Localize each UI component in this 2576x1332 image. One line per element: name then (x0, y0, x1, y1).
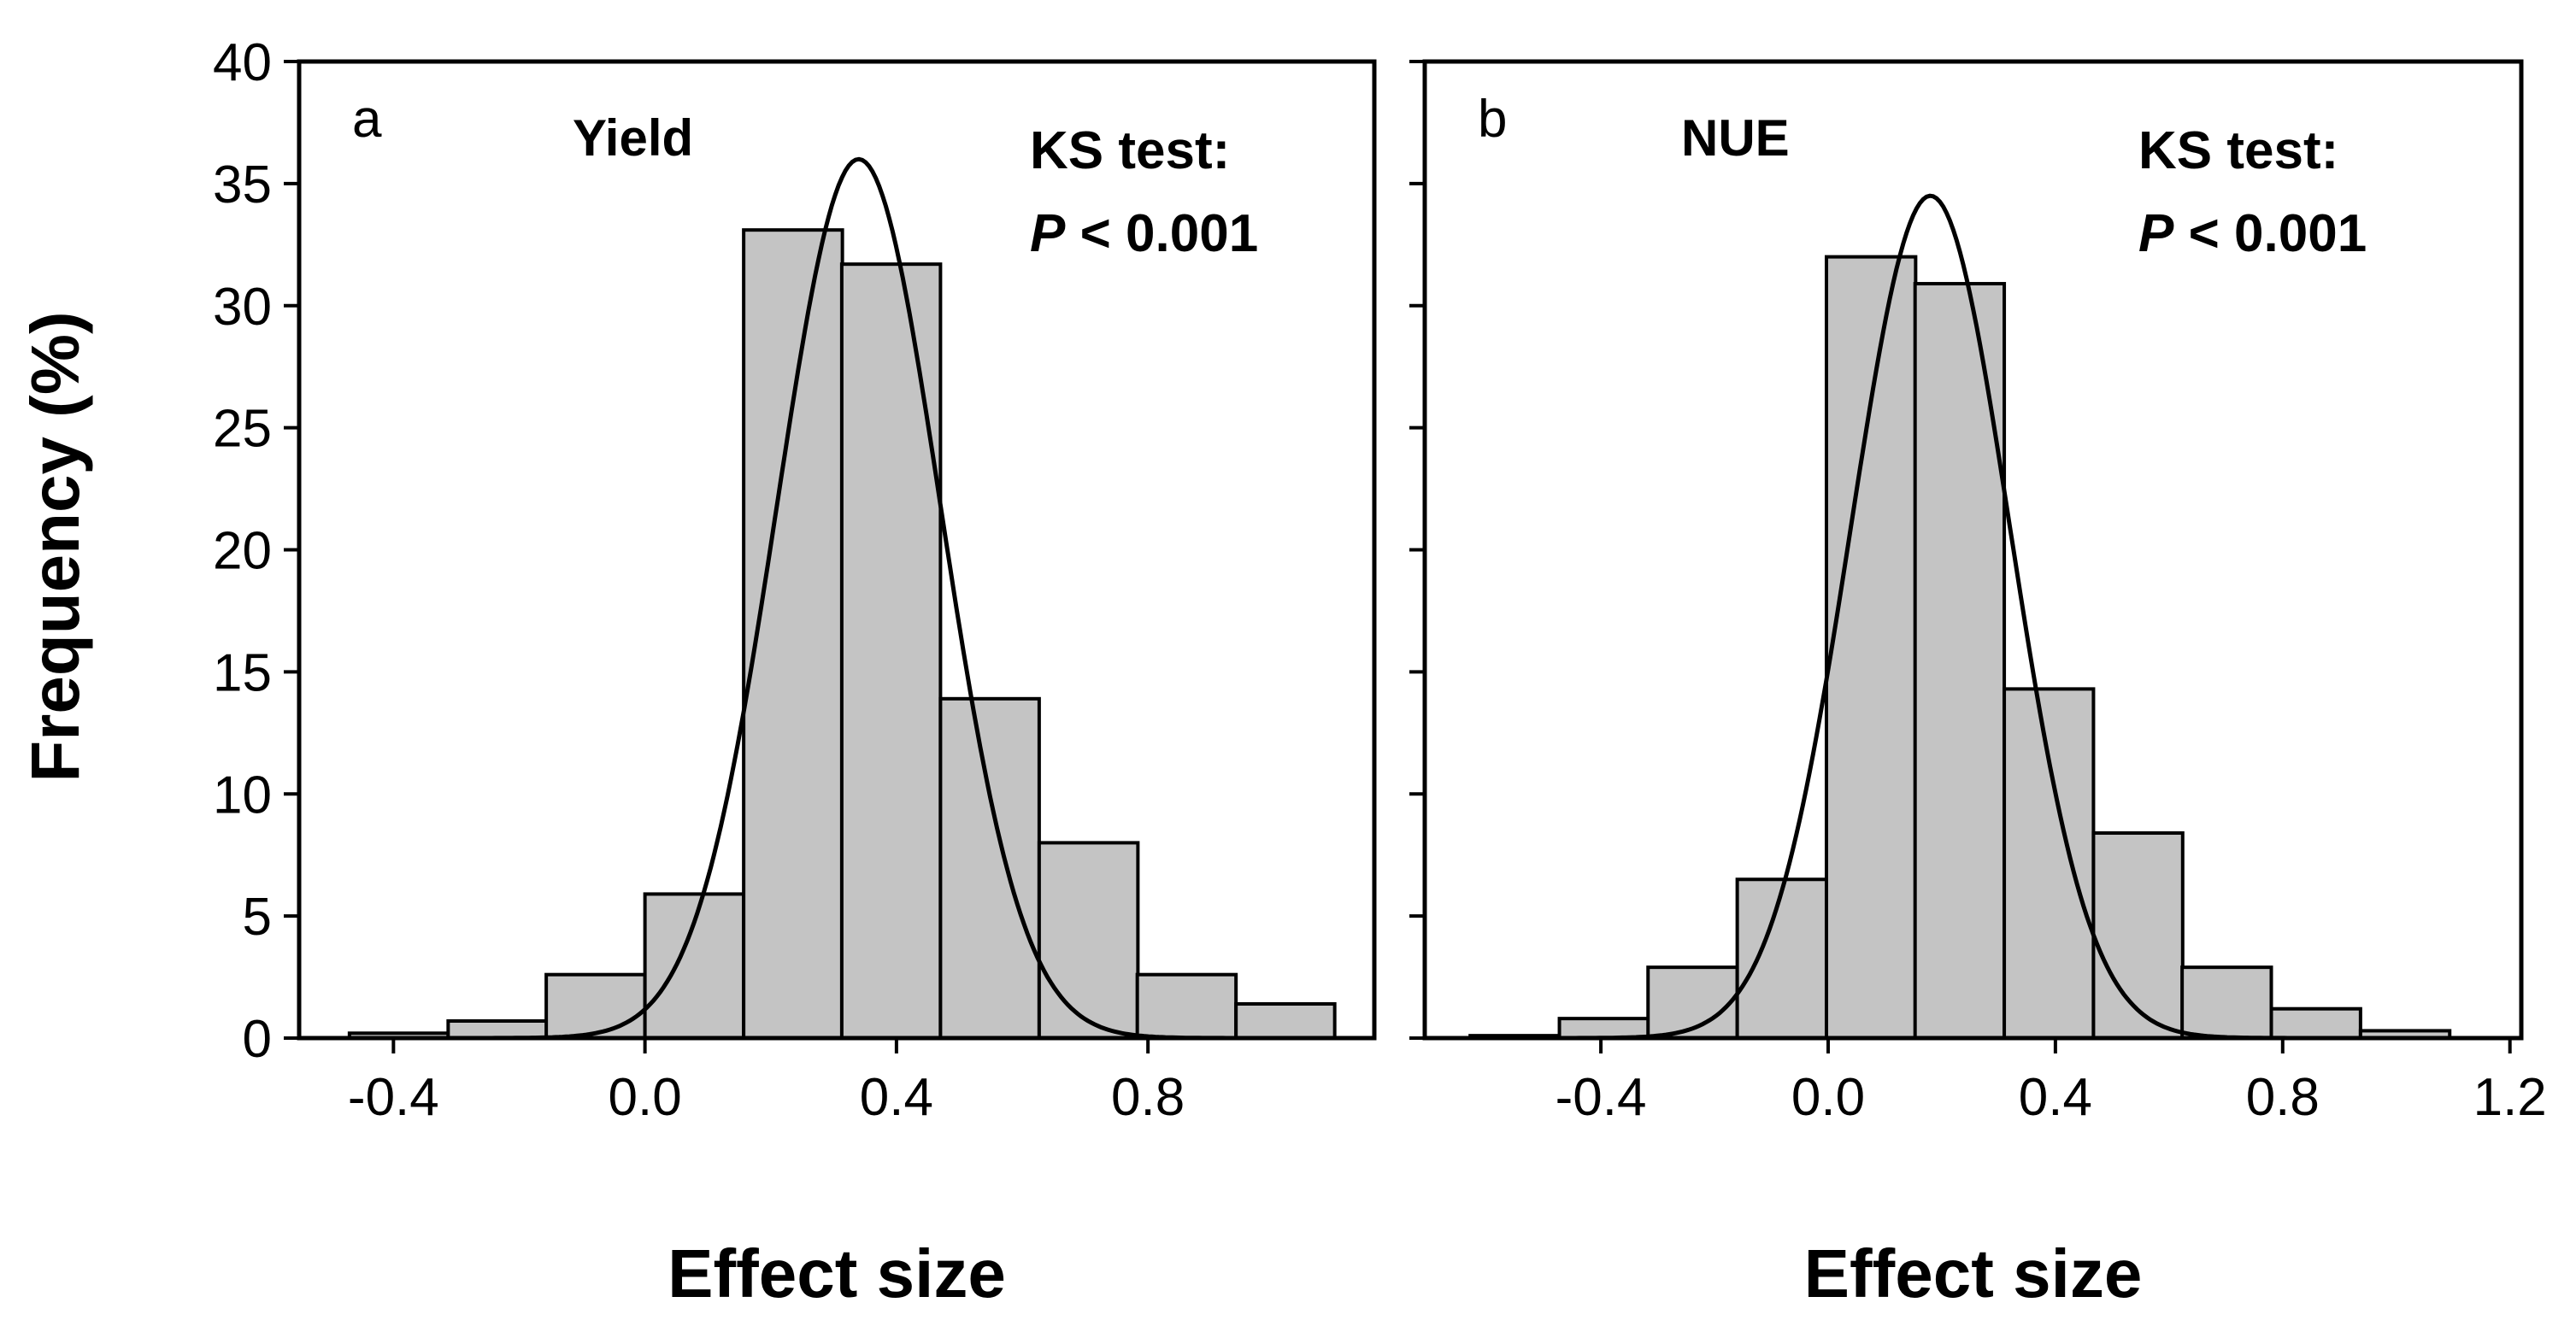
x-ticks-nue: -0.4 0.0 0.4 0.8 1.2 (1556, 1038, 2547, 1127)
bar-yield-5 (839, 262, 943, 1040)
panel-title-yield: Yield (573, 109, 693, 167)
panel-nue: -0.4 0.0 0.4 0.8 1.2 b NUE KS test: P < 0.00… (1409, 59, 2547, 1311)
y-ticks-yield: 0 5 10 15 20 25 30 35 40 (213, 33, 299, 1069)
x-tick-label-yield-0: -0.4 (348, 1068, 439, 1127)
y-tick-label-5: 5 (243, 888, 272, 947)
x-tick-label-nue-3: 0.8 (2246, 1068, 2320, 1127)
bar-yield-2 (544, 972, 647, 1040)
y-tick-label-35: 35 (213, 155, 272, 214)
bar-nue-8 (2180, 965, 2273, 1040)
panel-title-nue: NUE (1681, 109, 1790, 167)
x-tick-label-yield-1: 0.0 (609, 1068, 682, 1127)
bar-nue-4 (1824, 255, 1918, 1041)
bars-nue (1468, 255, 2452, 1041)
bar-yield-7 (1037, 841, 1140, 1041)
y-tick-label-25: 25 (213, 400, 272, 459)
ks-test-label-yield: KS test: (1030, 121, 1230, 180)
y-tick-label-30: 30 (213, 278, 272, 337)
bar-yield-8 (1135, 972, 1238, 1040)
y-tick-label-10: 10 (213, 766, 272, 824)
y-axis-title: Frequency (%) (17, 311, 93, 782)
x-axis-title-yield: Effect size (668, 1235, 1006, 1311)
x-tick-label-nue-2: 0.4 (2019, 1068, 2092, 1127)
x-ticks-yield: -0.4 0.0 0.4 0.8 (348, 1038, 1185, 1127)
x-tick-label-nue-1: 0.0 (1791, 1068, 1865, 1127)
ks-test-label-nue: KS test: (2138, 121, 2338, 180)
x-axis-title-nue: Effect size (1804, 1235, 2143, 1311)
x-tick-label-yield-2: 0.4 (860, 1068, 933, 1127)
bar-nue-3 (1735, 877, 1828, 1040)
y-tick-label-40: 40 (213, 33, 272, 92)
y-ticks-nue (1409, 60, 1425, 1040)
y-tick-label-20: 20 (213, 522, 272, 581)
x-tick-label-nue-0: -0.4 (1556, 1068, 1647, 1127)
panel-letter-b: b (1478, 90, 1507, 149)
y-tick-label-15: 15 (213, 643, 272, 702)
bar-nue-6 (2003, 687, 2096, 1040)
bars-yield (347, 228, 1337, 1041)
bar-yield-1 (446, 1018, 549, 1041)
bar-nue-9 (2269, 1006, 2362, 1040)
ks-test-p-value-nue: P < 0.001 (2138, 204, 2367, 263)
y-tick-label-0: 0 (243, 1010, 272, 1069)
panel-letter-a: a (352, 90, 382, 149)
bar-yield-9 (1234, 1001, 1337, 1040)
panel-yield: 0 5 10 15 20 25 30 35 40 -0.4 0.0 0.4 0.8 a Yield K… (213, 33, 1377, 1311)
ks-test-p-value-yield: P < 0.001 (1030, 204, 1258, 263)
x-tick-label-nue-4: 1.2 (2473, 1068, 2547, 1127)
bar-yield-6 (938, 696, 1041, 1040)
x-tick-label-yield-3: 0.8 (1111, 1068, 1185, 1127)
